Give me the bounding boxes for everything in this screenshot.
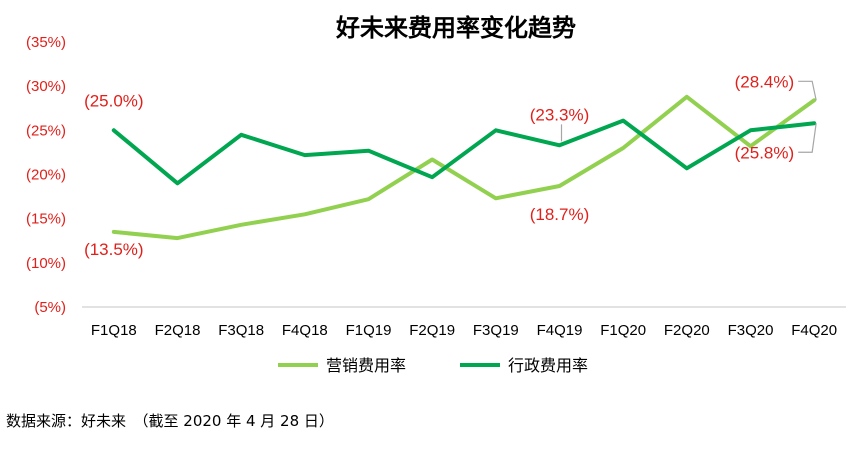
annotation-label: (13.5%) — [84, 240, 144, 259]
series-lines — [111, 94, 817, 241]
x-tick-label: F3Q19 — [473, 322, 519, 339]
annotation-label: (18.7%) — [530, 205, 590, 224]
series-line-1 — [111, 94, 817, 241]
y-tick-label: (5%) — [34, 299, 66, 316]
x-tick-label: F2Q19 — [409, 322, 455, 339]
legend: 营销费用率 行政费用率 — [278, 356, 588, 375]
chart-title: 好未来费用率变化趋势 — [335, 14, 576, 42]
legend-label: 营销费用率 — [326, 356, 406, 375]
annotation-leader — [798, 80, 817, 101]
x-tick-label: F4Q19 — [537, 322, 583, 339]
x-tick-label: F1Q20 — [600, 322, 646, 339]
line-chart: 好未来费用率变化趋势 (5%) (10%) (15%) (20%) (25%) (30%)… — [26, 14, 846, 375]
x-tick-label: F3Q20 — [728, 322, 774, 339]
x-tick-label: F4Q18 — [282, 322, 328, 339]
annotation-leader — [798, 123, 817, 153]
y-tick-label: (20%) — [26, 167, 66, 184]
x-axis-ticks: F1Q18 F2Q18 F3Q18 F4Q18 F1Q19 F2Q19 F3Q19 F4Q19… — [91, 322, 837, 339]
annotation-label: (28.4%) — [735, 72, 795, 91]
source-note: 数据来源：好未来 （截至 2020 年 4 月 28 日） — [6, 412, 334, 430]
legend-label: 行政费用率 — [508, 356, 588, 375]
x-tick-label: F1Q19 — [346, 322, 392, 339]
x-tick-label: F1Q18 — [91, 322, 137, 339]
y-tick-label: (30%) — [26, 78, 66, 95]
y-axis-ticks: (5%) (10%) (15%) (20%) (25%) (30%) (35%) — [26, 34, 66, 316]
annotation-label: (25.8%) — [735, 143, 795, 162]
series-line-2 — [111, 118, 817, 186]
y-tick-label: (35%) — [26, 34, 66, 51]
x-tick-label: F2Q18 — [155, 322, 201, 339]
y-tick-label: (15%) — [26, 211, 66, 228]
x-tick-label: F2Q20 — [664, 322, 710, 339]
annotation-label: (25.0%) — [84, 91, 144, 110]
data-annotations: (25.0%) (13.5%) (23.3%) (18.7%) (28.4%) (25.8… — [84, 72, 817, 259]
x-tick-label: F4Q20 — [791, 322, 837, 339]
y-tick-label: (10%) — [26, 255, 66, 272]
x-tick-label: F3Q18 — [218, 322, 264, 339]
annotation-label: (23.3%) — [530, 105, 590, 124]
y-tick-label: (25%) — [26, 122, 66, 139]
